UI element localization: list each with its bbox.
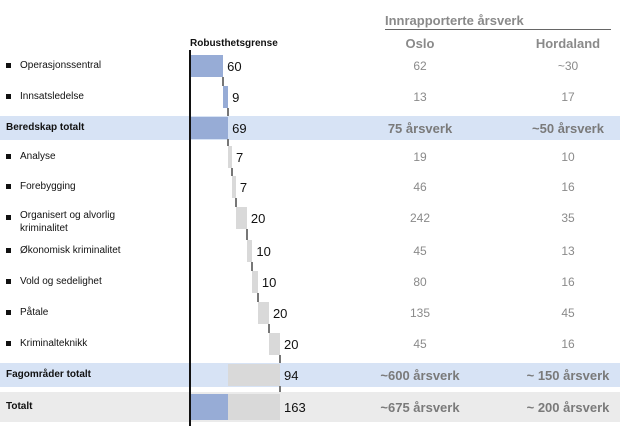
row-label: Fagområder totalt bbox=[6, 369, 92, 380]
oslo-value: ~600 årsverk bbox=[380, 368, 460, 383]
bar bbox=[190, 55, 224, 77]
connector bbox=[230, 168, 233, 176]
row-label: Operasjonssentral bbox=[20, 60, 102, 71]
bar bbox=[228, 364, 280, 386]
bullet-icon bbox=[6, 154, 11, 159]
bar bbox=[246, 240, 253, 262]
row-label: Påtale bbox=[20, 307, 49, 318]
bullet-icon bbox=[6, 215, 11, 220]
bullet-icon bbox=[6, 310, 11, 315]
bar bbox=[268, 333, 280, 355]
bar-value-label: 60 bbox=[227, 59, 242, 74]
bar-value-label: 10 bbox=[261, 275, 277, 290]
oslo-value: 62 bbox=[413, 59, 427, 73]
row-label: Organisert og alvorlig kriminalitet bbox=[20, 210, 116, 234]
group-underline bbox=[385, 29, 611, 30]
bar-value-label: 7 bbox=[239, 180, 248, 195]
oslo-value: 45 bbox=[413, 337, 427, 351]
connector bbox=[267, 324, 270, 333]
group-title: Innrapporterte årsverk bbox=[385, 13, 524, 28]
bar bbox=[228, 146, 232, 168]
bar-value-label: 69 bbox=[232, 121, 247, 136]
bar-value-label: 9 bbox=[232, 90, 240, 105]
oslo-value: 19 bbox=[413, 150, 427, 164]
oslo-value: 135 bbox=[409, 306, 431, 320]
hordaland-value: 17 bbox=[561, 90, 575, 104]
connector bbox=[227, 108, 230, 117]
bar-value-label: 20 bbox=[272, 306, 288, 321]
hordaland-value: 16 bbox=[561, 275, 575, 289]
bar bbox=[257, 302, 269, 324]
bullet-icon bbox=[6, 184, 11, 189]
hordaland-value: ~ 200 årsverk bbox=[526, 400, 610, 415]
row-label: Kriminalteknikk bbox=[20, 338, 88, 349]
row-label: Totalt bbox=[6, 401, 33, 412]
hordaland-value: 16 bbox=[561, 180, 575, 194]
connector bbox=[245, 229, 248, 240]
connector bbox=[227, 139, 230, 146]
bar bbox=[190, 117, 229, 139]
row-label: Beredskap totalt bbox=[6, 122, 85, 133]
bar bbox=[252, 271, 258, 293]
connector bbox=[251, 262, 254, 271]
hordaland-value: ~30 bbox=[557, 59, 579, 73]
bar-value-label: 20 bbox=[250, 211, 266, 226]
bullet-icon bbox=[6, 94, 11, 99]
hordaland-value: ~ 150 årsverk bbox=[526, 368, 610, 383]
bar bbox=[231, 176, 236, 198]
connector bbox=[222, 77, 225, 86]
bar-segment bbox=[190, 394, 229, 420]
hordaland-value: 35 bbox=[561, 211, 575, 225]
hordaland-value: 16 bbox=[561, 337, 575, 351]
bullet-icon bbox=[6, 279, 11, 284]
connector bbox=[279, 386, 281, 396]
bar-value-label: 163 bbox=[284, 400, 306, 415]
oslo-value: 75 årsverk bbox=[387, 121, 453, 136]
col-header-hordaland: Hordaland bbox=[535, 36, 601, 51]
oslo-value: 80 bbox=[413, 275, 427, 289]
col-header-oslo: Oslo bbox=[405, 36, 435, 51]
row-label: Økonomisk kriminalitet bbox=[20, 245, 121, 256]
grand-total-band bbox=[0, 392, 620, 422]
row-label: Vold og sedelighet bbox=[20, 276, 102, 287]
connector bbox=[256, 293, 259, 302]
bar-value-label: 20 bbox=[284, 337, 299, 352]
hordaland-value: 10 bbox=[561, 150, 575, 164]
hordaland-value: ~50 årsverk bbox=[532, 121, 604, 136]
bar bbox=[235, 207, 247, 229]
oslo-value: 242 bbox=[409, 211, 431, 225]
bullet-icon bbox=[6, 248, 11, 253]
total-band bbox=[0, 116, 620, 140]
bullet-icon bbox=[6, 63, 11, 68]
oslo-value: 46 bbox=[413, 180, 427, 194]
connector bbox=[234, 198, 237, 207]
row-label: Forebygging bbox=[20, 181, 76, 192]
oslo-value: 45 bbox=[413, 244, 427, 258]
bar-value-label: 10 bbox=[256, 244, 271, 259]
bar-value-label: 7 bbox=[235, 150, 244, 165]
row-label: Innsatsledelse bbox=[20, 91, 84, 102]
hordaland-value: 13 bbox=[561, 244, 575, 258]
oslo-value: 13 bbox=[413, 90, 427, 104]
total-band bbox=[0, 363, 620, 387]
bullet-icon bbox=[6, 341, 11, 346]
axis-label: Robusthetsgrense bbox=[190, 38, 278, 49]
bar-value-label: 94 bbox=[284, 368, 299, 383]
connector bbox=[279, 355, 281, 364]
row-label: Analyse bbox=[20, 151, 56, 162]
oslo-value: ~675 årsverk bbox=[380, 400, 460, 415]
hordaland-value: 45 bbox=[561, 306, 575, 320]
bar bbox=[223, 86, 229, 108]
baseline-axis bbox=[189, 50, 191, 426]
bar-segment bbox=[228, 394, 280, 420]
